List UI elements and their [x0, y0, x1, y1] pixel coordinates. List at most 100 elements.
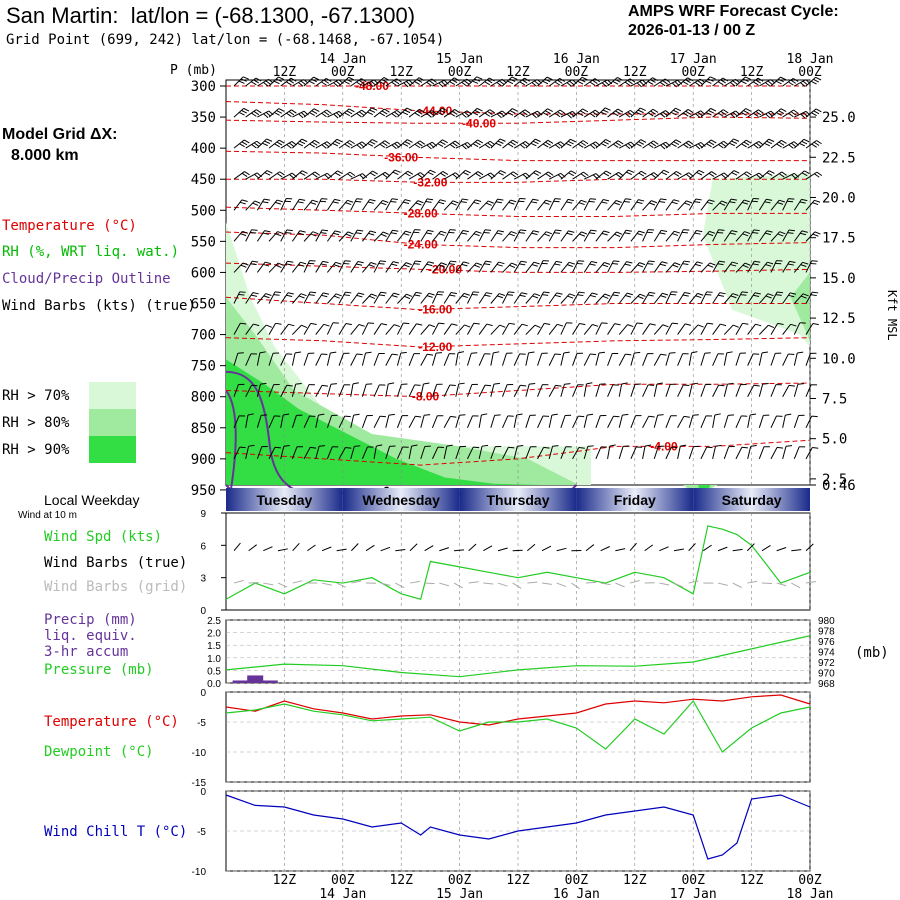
wind-barb — [478, 140, 491, 149]
wind-barb-flag — [516, 413, 523, 416]
pressure-ytick-label: 976 — [818, 637, 835, 648]
wind-barb-flag — [450, 291, 457, 295]
wind-barb-flag — [787, 232, 794, 234]
wind-barb — [805, 171, 818, 180]
wind-barb — [280, 198, 287, 211]
wind-barb-flag — [801, 230, 808, 233]
wind-barb-flag — [659, 263, 666, 267]
wind-barb-flag — [719, 260, 726, 263]
wind-barb — [525, 170, 536, 180]
wind-barb — [478, 77, 490, 87]
wind-barb-flag — [318, 413, 325, 416]
wind-barb-flag — [391, 144, 397, 150]
wind-barb-flag — [499, 138, 506, 142]
wind-barb-flag — [626, 261, 633, 264]
wind-barb — [525, 293, 535, 304]
wind-barb-flag — [511, 76, 518, 80]
wind-barb-flag — [600, 143, 607, 147]
wind-barb-flag — [298, 82, 304, 87]
wind-barb — [338, 384, 345, 397]
wind-barb-flag — [243, 107, 250, 112]
grid-point: Grid Point (699, 242) lat/lon = (-68.146… — [6, 32, 445, 48]
wind-barb — [548, 198, 556, 211]
wind-barb — [712, 353, 719, 366]
wind-barb-flag — [589, 112, 596, 118]
wind-barb-flag — [253, 323, 260, 327]
wind-barb-flag — [598, 351, 606, 354]
wind-barb — [385, 261, 394, 273]
surface-wind-barb-grid — [263, 582, 274, 586]
wind-barb — [245, 384, 253, 397]
wind-barb-flag — [378, 263, 385, 265]
wind-barb — [467, 171, 479, 180]
wind-barb-flag — [768, 138, 775, 143]
pressure-tick-label: 900 — [191, 452, 216, 468]
wind-barb — [373, 171, 386, 180]
wind-barb-flag — [500, 170, 507, 174]
wind-barb-flag — [583, 171, 589, 177]
wind-barb — [291, 293, 302, 304]
wind-barb — [572, 108, 583, 118]
wind-barb-flag — [252, 260, 259, 263]
wind-barb-flag — [785, 413, 792, 416]
wind-barb — [490, 352, 494, 366]
wind-barb-flag — [442, 170, 449, 175]
wind-barb-flag — [555, 229, 562, 232]
pressure-tick-label: 450 — [191, 172, 216, 188]
wind-barb-flag — [615, 173, 622, 178]
surface-wind-barb-grid — [747, 580, 758, 584]
wind-barb — [607, 171, 619, 180]
wind-barb-flag — [371, 293, 378, 297]
surface-wind-barb — [585, 544, 595, 552]
wind-barb — [537, 291, 545, 304]
wind-barb — [280, 261, 288, 273]
wind-barb-flag — [309, 143, 315, 148]
wind-barb-flag — [402, 143, 409, 147]
wind-barb — [525, 324, 536, 335]
wind-barb-flag — [487, 142, 493, 147]
wind-barb-flag — [510, 231, 517, 235]
wind-barb-flag — [595, 173, 601, 178]
wind-barb-flag — [440, 230, 447, 234]
wind-barb-flag — [563, 351, 570, 354]
wind-barb-flag — [696, 229, 703, 233]
wind-barb-flag — [777, 446, 784, 449]
wind-barb-flag — [810, 294, 817, 297]
wind-barb — [408, 108, 420, 118]
wind-barb — [759, 79, 771, 87]
wind-barb — [758, 138, 770, 149]
wind-barb-flag — [321, 81, 327, 86]
wind-barb — [315, 353, 322, 366]
surface-wind-barb — [659, 546, 669, 552]
wind-barb-flag — [764, 142, 770, 147]
wind-barb-flag — [428, 292, 435, 296]
wind-barb-flag — [740, 294, 747, 296]
wind-barb-flag — [507, 112, 514, 116]
wind-barb — [443, 384, 451, 397]
wind-barb — [782, 353, 789, 366]
wind-barb-flag — [745, 108, 752, 112]
wind-barb-flag — [684, 323, 691, 326]
wind-barb — [665, 322, 673, 335]
wind-barb — [560, 384, 565, 397]
wind-barb-flag — [767, 80, 773, 86]
wind-barb — [315, 141, 328, 149]
wind-barb — [233, 108, 244, 118]
wind-barb-flag — [238, 80, 245, 84]
wind-barb — [595, 107, 606, 118]
wind-barb-flag — [347, 173, 353, 178]
wind-barb-flag — [720, 323, 727, 327]
wind-barb-flag — [381, 110, 388, 115]
wind-barb-flag — [625, 353, 632, 356]
wind-barb-flag — [662, 80, 668, 85]
wind-barb — [758, 170, 770, 180]
wind-barb — [677, 292, 685, 304]
wind-barb — [688, 415, 694, 428]
wind-barb — [502, 171, 514, 180]
wind-barb — [431, 384, 438, 397]
wind-barb-flag — [403, 322, 410, 325]
wind-barb — [385, 141, 398, 149]
weekday-cell — [342, 488, 460, 511]
wind-barb-flag — [780, 76, 787, 81]
wind-barb-flag — [486, 323, 493, 327]
